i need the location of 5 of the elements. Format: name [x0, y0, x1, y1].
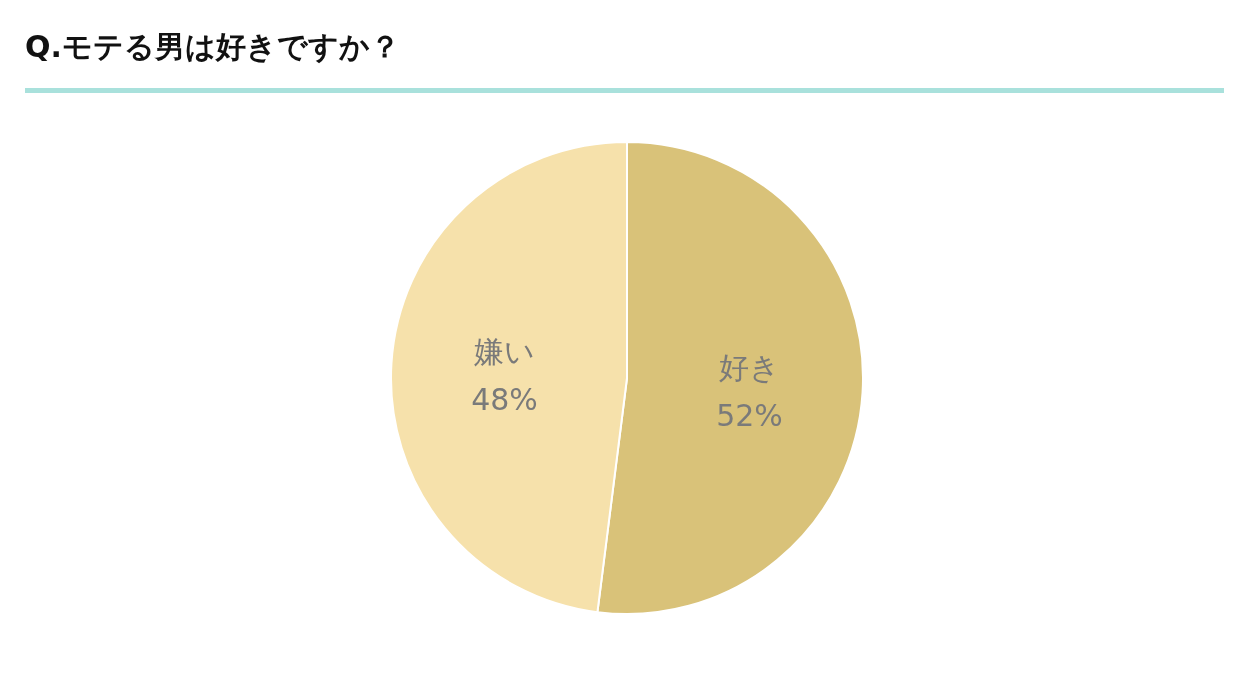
- chart-title: Q.モテる男は好きですか？: [25, 29, 400, 64]
- slice-label: 嫌い: [474, 334, 536, 370]
- data-label: 48%: [471, 382, 538, 418]
- data-label: 52%: [716, 397, 783, 433]
- slice-label: 好き: [718, 349, 780, 385]
